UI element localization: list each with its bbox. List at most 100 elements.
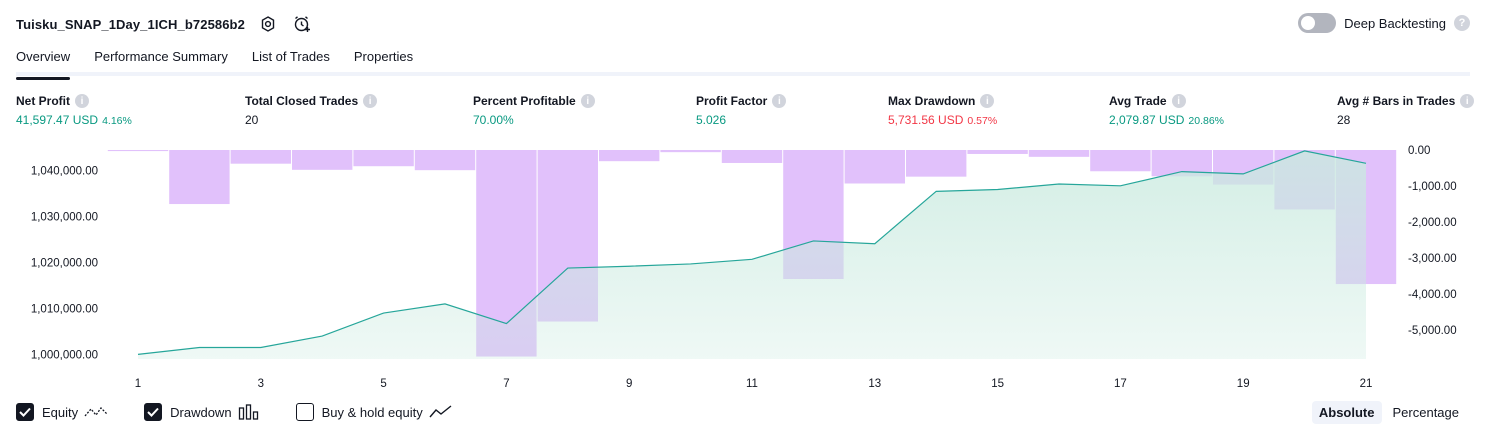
help-icon[interactable]: ? <box>1454 15 1470 31</box>
metric-percent: 20.86% <box>1188 115 1225 127</box>
info-icon[interactable]: i <box>1171 94 1186 108</box>
legend-label: Equity <box>42 404 79 420</box>
x-axis-tick-label: 1 <box>135 378 141 390</box>
deep-backtesting: Deep Backtesting ? <box>1298 13 1470 33</box>
metric-value: 28 <box>1337 113 1351 127</box>
drawdown-checkbox[interactable] <box>144 403 163 421</box>
x-axis-tick-label: 11 <box>746 378 758 390</box>
tab-overview[interactable]: Overview <box>16 46 71 80</box>
drawdown-bar <box>169 150 230 205</box>
drawdown-bar <box>844 150 905 184</box>
tab-list-of-trades[interactable]: List of Trades <box>251 49 330 64</box>
x-axis-tick-label: 3 <box>258 378 264 390</box>
drawdown-bar <box>967 150 1028 154</box>
metric-label: Net Profit <box>16 94 70 108</box>
settings-icon[interactable] <box>257 13 279 35</box>
metric-max-drawdown: Max Drawdown i 5,731.56 USD 0.57% <box>888 94 997 127</box>
left-axis-tick-label: 1,020,000.00 <box>31 258 98 270</box>
metric-value: 20 <box>245 113 259 127</box>
metric-avg-trade: Avg Trade i 2,079.87 USD 20.86% <box>1109 94 1224 127</box>
right-axis-tick-label: -3,000.00 <box>1408 253 1457 265</box>
drawdown-bar <box>721 150 783 163</box>
equity-checkbox[interactable] <box>16 403 34 421</box>
absolute-button[interactable]: Absolute <box>1311 401 1382 424</box>
x-axis-tick-label: 19 <box>1237 378 1250 390</box>
metric-percent: 0.57% <box>967 115 998 127</box>
deep-backtesting-label: Deep Backtesting <box>1344 15 1446 31</box>
chart-legend: Equity Drawdown Buy & hold equity <box>16 403 489 421</box>
right-axis-tick-label: -5,000.00 <box>1408 325 1457 337</box>
legend-label: Buy & hold equity <box>321 404 423 420</box>
metric-label: Avg Trade <box>1109 94 1167 108</box>
drawdown-bar <box>906 150 967 177</box>
strategy-title: Tuisku_SNAP_1Day_1ICH_b72586b2 <box>16 16 245 32</box>
metric-value: 70.00% <box>473 113 514 127</box>
left-axis-tick-label: 1,000,000.00 <box>31 349 98 361</box>
info-icon[interactable]: i <box>75 94 89 108</box>
x-axis-tick-label: 5 <box>380 378 386 390</box>
equity-line <box>137 150 1367 356</box>
drawdown-bar <box>599 150 660 162</box>
metric-label: Avg # Bars in Trades <box>1337 94 1456 108</box>
drawdown-bar <box>292 150 353 170</box>
metric-label: Percent Profitable <box>473 94 576 108</box>
metric-label: Total Closed Trades <box>245 94 359 108</box>
x-axis-tick-label: 17 <box>1114 378 1127 390</box>
right-axis-tick-label: -1,000.00 <box>1408 181 1457 193</box>
metric-profit-factor: Profit Factor i 5.026 <box>696 94 787 127</box>
info-icon[interactable]: i <box>363 94 378 108</box>
percentage-button[interactable]: Percentage <box>1392 405 1460 420</box>
equity-area <box>138 150 1366 359</box>
report-tabs: Overview Performance Summary List of Tra… <box>16 46 1470 80</box>
drawdown-bar <box>414 150 476 171</box>
left-axis-tick-label: 1,010,000.00 <box>31 303 98 315</box>
add-alert-icon[interactable] <box>291 13 313 35</box>
metric-percent-profitable: Percent Profitable i 70.00% <box>473 94 595 127</box>
drawdown-bar <box>1090 150 1151 172</box>
metric-value: 5.026 <box>696 113 727 127</box>
equity-drawdown-chart[interactable]: 1,040,000.00 1,030,000.00 1,020,000.00 1,01… <box>0 140 1486 400</box>
info-icon[interactable]: i <box>980 94 995 108</box>
equity-line-icon <box>84 405 108 419</box>
x-axis-tick-label: 21 <box>1360 378 1373 390</box>
deep-backtesting-toggle[interactable] <box>1298 13 1337 33</box>
left-axis-tick-label: 1,040,000.00 <box>31 166 98 178</box>
x-axis-tick-label: 15 <box>991 378 1004 390</box>
tab-performance-summary[interactable]: Performance Summary <box>94 49 228 64</box>
left-axis-tick-label: 1,030,000.00 <box>31 212 98 224</box>
x-axis-tick-label: 9 <box>626 378 632 390</box>
right-axis-tick-label: -2,000.00 <box>1408 217 1457 229</box>
metric-label: Max Drawdown <box>888 94 976 108</box>
metric-label: Profit Factor <box>696 94 768 108</box>
metric-value: 5,731.56 USD <box>888 113 964 127</box>
drawdown-bar <box>107 150 169 152</box>
drawdown-bar <box>660 150 721 153</box>
drawdown-bar <box>1028 150 1090 157</box>
metric-avg-bars: Avg # Bars in Trades i 28 <box>1337 94 1475 127</box>
metric-total-closed-trades: Total Closed Trades i 20 <box>245 94 378 127</box>
info-icon[interactable]: i <box>772 94 787 108</box>
value-mode-switch: Absolute Percentage <box>1311 401 1466 424</box>
drawdown-bars-icon <box>238 404 260 420</box>
buy-hold-checkbox[interactable] <box>295 403 314 421</box>
legend-buy-hold[interactable]: Buy & hold equity <box>295 403 453 421</box>
metrics-row: Net Profit i 41,597.47 USD 4.16% Total Clo… <box>0 94 1486 134</box>
info-icon[interactable]: i <box>1460 94 1475 108</box>
buy-hold-line-icon <box>429 405 453 419</box>
metric-net-profit: Net Profit i 41,597.47 USD 4.16% <box>16 94 132 127</box>
metric-value: 2,079.87 USD <box>1109 113 1185 127</box>
strategy-header: Tuisku_SNAP_1Day_1ICH_b72586b2 <box>16 12 313 36</box>
x-axis-tick-label: 7 <box>503 378 509 390</box>
right-axis-tick-label: 0.00 <box>1408 145 1430 157</box>
legend-label: Drawdown <box>170 404 232 420</box>
tab-properties[interactable]: Properties <box>353 49 414 64</box>
x-axis-tick-label: 13 <box>868 378 881 390</box>
metric-percent: 4.16% <box>102 115 132 127</box>
drawdown-bar <box>230 150 291 164</box>
right-axis-tick-label: -4,000.00 <box>1408 289 1457 301</box>
legend-equity[interactable]: Equity <box>16 403 108 421</box>
legend-drawdown[interactable]: Drawdown <box>144 403 259 421</box>
drawdown-bar <box>353 150 414 167</box>
metric-value: 41,597.47 USD <box>16 113 99 127</box>
info-icon[interactable]: i <box>580 94 595 108</box>
